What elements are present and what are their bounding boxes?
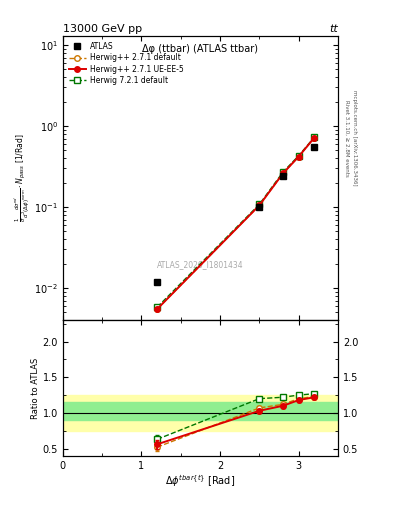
Y-axis label: Ratio to ATLAS: Ratio to ATLAS — [31, 357, 40, 419]
Legend: ATLAS, Herwig++ 2.7.1 default, Herwig++ 2.7.1 UE-EE-5, Herwig 7.2.1 default: ATLAS, Herwig++ 2.7.1 default, Herwig++ … — [67, 39, 185, 87]
Text: 13000 GeV pp: 13000 GeV pp — [63, 24, 142, 34]
Bar — [63, 402, 338, 420]
Text: ATLAS_2020_I1801434: ATLAS_2020_I1801434 — [157, 260, 244, 269]
Bar — [63, 395, 338, 431]
Text: Rivet 3.1.10, ≥ 2.8M events: Rivet 3.1.10, ≥ 2.8M events — [344, 100, 349, 177]
Y-axis label: $\frac{1}{\sigma}\frac{d\sigma^{nd}}{d^2(\Delta\phi)^{norm}}\cdot N_{pass}$ [1/R: $\frac{1}{\sigma}\frac{d\sigma^{nd}}{d^2… — [13, 134, 31, 222]
X-axis label: $\Delta\phi^{tbar\{t\}}$ [Rad]: $\Delta\phi^{tbar\{t\}}$ [Rad] — [165, 473, 235, 489]
Text: mcplots.cern.ch [arXiv:1306.3436]: mcplots.cern.ch [arXiv:1306.3436] — [352, 91, 357, 186]
Text: Δφ (ttbar) (ATLAS ttbar): Δφ (ttbar) (ATLAS ttbar) — [142, 45, 259, 54]
Text: tt: tt — [329, 24, 338, 34]
